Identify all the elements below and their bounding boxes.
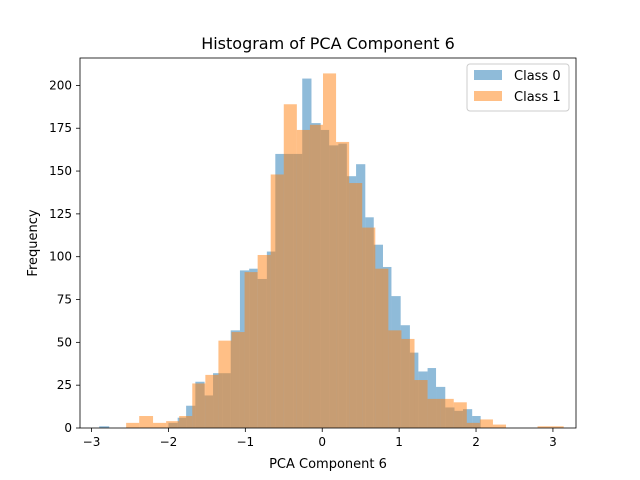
chart-title: Histogram of PCA Component 6 <box>201 34 455 53</box>
histogram-bar-class-1-26 <box>466 422 480 428</box>
histogram-bar-class-1-12 <box>283 104 297 428</box>
histogram-bar-class-1-18 <box>362 227 376 428</box>
y-tick-label: 50 <box>57 335 72 349</box>
histogram-bar-class-1-29 <box>537 426 551 428</box>
histogram-bar-class-1-3 <box>166 421 180 428</box>
histogram-bar-class-0-31 <box>436 386 446 428</box>
y-tick-label: 125 <box>49 207 72 221</box>
histogram-bar-class-1-15 <box>323 73 337 429</box>
x-tick-label: −1 <box>236 435 254 449</box>
legend-label-class-1: Class 1 <box>514 90 561 105</box>
x-axis-label: PCA Component 6 <box>269 457 387 472</box>
x-tick-label: −2 <box>160 435 178 449</box>
histogram-bar-class-1-25 <box>453 402 467 428</box>
histogram-bar-class-1-8 <box>231 332 245 428</box>
histogram-bar-class-1-7 <box>218 340 232 428</box>
histogram-bar-class-1-20 <box>388 330 402 428</box>
histogram-bar-class-1-19 <box>375 268 389 428</box>
histogram-bar-class-0-34 <box>462 409 473 428</box>
histogram-bar-class-0-0 <box>99 426 110 428</box>
histogram-bar-class-1-30 <box>550 426 564 428</box>
y-tick-label: 150 <box>49 164 72 178</box>
histogram-bar-class-1-21 <box>401 338 415 428</box>
histogram-bar-class-1-17 <box>349 183 363 428</box>
y-tick-label: 100 <box>49 250 72 264</box>
histogram-bar-class-1-11 <box>270 174 284 428</box>
x-tick-label: 1 <box>395 435 403 449</box>
histogram-bar-class-1-23 <box>427 398 441 428</box>
histogram-bar-class-1-22 <box>414 380 428 428</box>
histogram-bar-class-1-4 <box>179 416 193 428</box>
axes-frame <box>79 57 577 429</box>
histogram-bar-class-1-5 <box>192 383 206 428</box>
legend: Class 0 Class 1 <box>466 63 570 112</box>
y-tick-label: 175 <box>49 121 72 135</box>
legend-swatch-class-1 <box>474 91 502 101</box>
histogram-bar-class-1-2 <box>153 422 167 428</box>
histogram-bar-class-0-35 <box>472 416 481 428</box>
histogram-bar-class-1-0 <box>126 422 140 428</box>
y-axis-label: Frequency <box>26 209 41 276</box>
histogram-bar-class-1-27 <box>479 419 493 428</box>
histogram-bar-class-1-10 <box>257 254 271 428</box>
y-tick-label: 200 <box>49 78 72 92</box>
y-tick-label: 0 <box>64 421 72 435</box>
x-tick-label: −3 <box>83 435 101 449</box>
histogram-bar-class-1-14 <box>309 124 323 428</box>
y-axis-ticks: 0 25 50 75 100 125 150 175 200 <box>49 78 80 435</box>
x-axis-ticks: −3 −2 −1 0 1 2 3 <box>83 428 557 449</box>
legend-swatch-class-0 <box>474 70 502 80</box>
legend-label-class-0: Class 0 <box>514 69 561 84</box>
x-tick-label: 2 <box>472 435 480 449</box>
histogram-bar-class-1-16 <box>336 141 350 428</box>
histogram-bar-class-1-6 <box>205 374 219 428</box>
histogram-bar-class-1-1 <box>139 416 154 428</box>
histogram-bar-class-1-24 <box>440 398 454 428</box>
histogram-bar-class-0-30 <box>427 368 437 428</box>
y-tick-label: 25 <box>57 378 72 392</box>
histogram-bar-class-1-9 <box>244 272 258 428</box>
series-class-1-bars <box>126 73 564 429</box>
y-tick-label: 75 <box>57 293 72 307</box>
histogram-bar-class-1-28 <box>492 424 507 428</box>
x-tick-label: 0 <box>318 435 326 449</box>
x-tick-label: 3 <box>549 435 557 449</box>
histogram-bar-class-1-13 <box>296 129 310 428</box>
